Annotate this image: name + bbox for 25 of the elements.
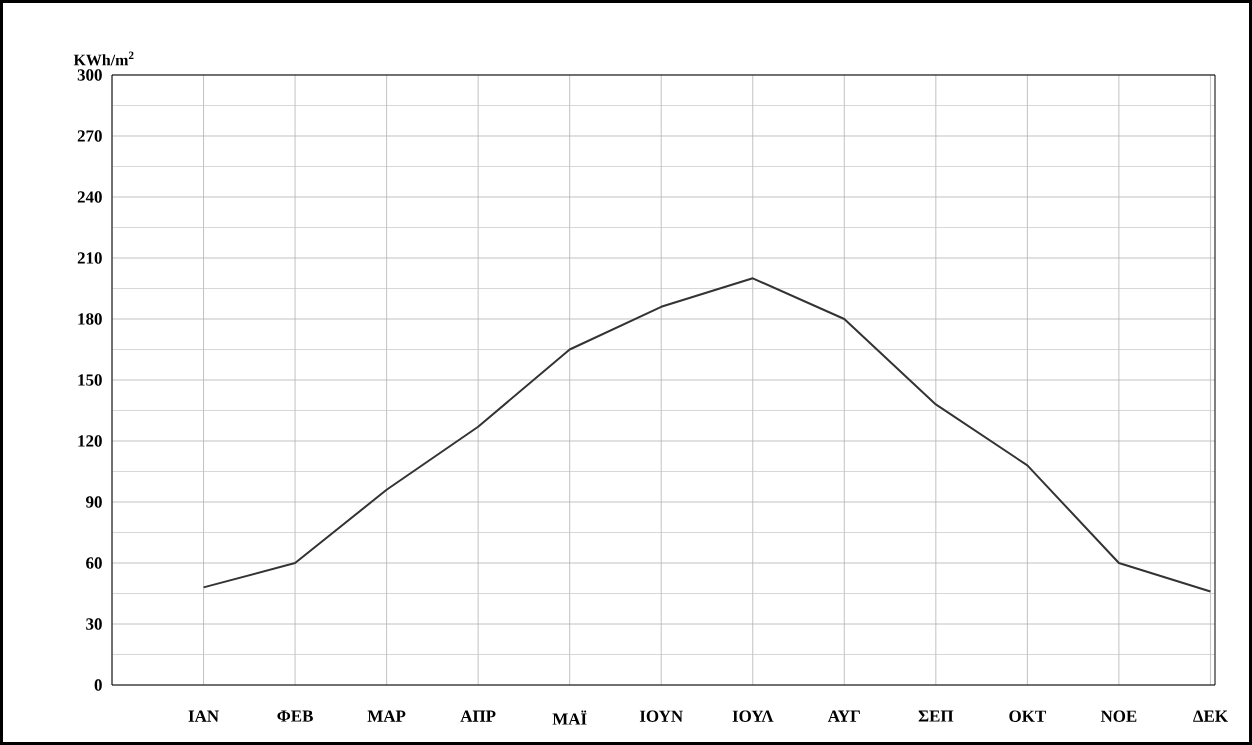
x-tick-label: ΔΕΚ — [1193, 710, 1228, 722]
y-tick-label: 60 — [86, 557, 102, 569]
y-tick-label: 270 — [77, 130, 102, 142]
y-tick-label: 150 — [78, 374, 102, 386]
y-tick-label: 90 — [86, 496, 102, 508]
x-tick-label: ΟΚΤ — [1009, 710, 1046, 722]
y-tick-label: 0 — [94, 679, 102, 691]
y-tick-label: 30 — [86, 618, 102, 630]
x-tick-label: ΝΟΕ — [1100, 710, 1137, 722]
x-tick-label: ΑΥΓ — [827, 710, 860, 722]
y-tick-label: 210 — [77, 252, 102, 264]
y-tick-label: 300 — [77, 69, 102, 81]
y-tick-label: 120 — [78, 435, 102, 447]
y-tick-label: 240 — [77, 191, 102, 203]
x-tick-label: ΜΑΡ — [367, 710, 406, 722]
y-axis-title: KWh/m$^{2}$ — [73, 51, 134, 66]
x-tick-label: ΣΕΠ — [918, 710, 954, 722]
x-tick-label: ΦΕΒ — [277, 710, 313, 722]
x-tick-label: ΙΑΝ — [188, 710, 219, 722]
x-tick-label: ΜΑΪ — [552, 710, 587, 725]
line-series — [202, 277, 1212, 593]
x-tick-label: ΑΠΡ — [460, 710, 496, 722]
y-tick-label: 180 — [78, 313, 102, 325]
x-tick-label: ΙΟΥΛ — [732, 710, 774, 722]
x-tick-label: ΙΟΥΝ — [639, 710, 683, 722]
